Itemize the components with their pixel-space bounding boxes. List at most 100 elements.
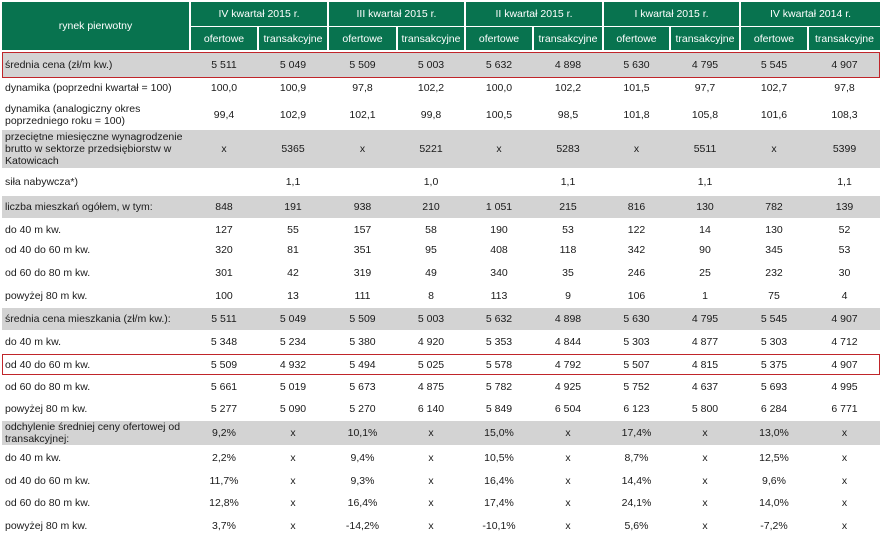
transaction-value-cell: 102,2 — [554, 82, 582, 94]
quarter-header: IV kwartał 2014 r. — [741, 2, 880, 26]
row-label: średnia cena (zł/m kw.) — [5, 59, 113, 71]
transaction-value-cell: 1,1 — [285, 176, 301, 188]
transaction-value-cell: 90 — [699, 244, 711, 256]
row-label: do 40 m kw. — [5, 451, 62, 464]
offer-value-cell: 15,0% — [484, 427, 514, 439]
transaction-value-cell: x — [428, 474, 434, 487]
transaction-value-cell: 1,1 — [560, 176, 576, 188]
offer-value-cell: 232 — [765, 267, 783, 279]
transaction-value-cell: 5 019 — [279, 381, 307, 393]
transaction-value-cell: 4 925 — [554, 381, 582, 393]
table-row: dynamika (analogiczny okres poprzedniego… — [2, 100, 880, 129]
transaction-value-cell: 118 — [559, 244, 577, 256]
transaction-value-cell: 4 795 — [691, 59, 719, 71]
offer-value-cell: 190 — [490, 223, 508, 236]
transaction-value-cell: 58 — [425, 223, 437, 236]
transaction-value-cell: 42 — [287, 267, 299, 279]
table-row: przeciętne miesięczne wynagrodzenie brut… — [2, 130, 880, 168]
transaction-value-cell: 4 712 — [831, 336, 858, 348]
offer-value-cell: 408 — [490, 244, 508, 256]
offer-value-cell: 351 — [353, 244, 372, 256]
transaction-value-cell: x — [428, 497, 434, 509]
transaction-value-cell: x — [702, 519, 708, 532]
transaction-value-cell: 4 907 — [831, 313, 858, 325]
offer-value-cell: 5 630 — [623, 313, 650, 325]
transaction-value-cell: x — [702, 451, 708, 464]
transaction-value-cell: 6 140 — [417, 402, 445, 415]
table-row: średnia cena (zł/m kw.) 5 511 5 049 5 509 5 … — [2, 52, 880, 78]
subheader-offer: ofertowe — [604, 27, 669, 50]
transaction-value-cell: 53 — [562, 223, 574, 236]
transaction-value-cell: 25 — [699, 267, 711, 279]
offer-value-cell: 3,7% — [212, 519, 236, 532]
quarter-header: II kwartał 2015 r. — [466, 2, 602, 26]
transaction-value-cell: 5511 — [693, 143, 717, 155]
transaction-value-cell: 9 — [565, 290, 571, 302]
offer-value-cell: 5 509 — [349, 313, 376, 325]
offer-value-cell: 11,7% — [209, 474, 239, 487]
transaction-value-cell: 108,3 — [831, 108, 858, 121]
offer-value-cell: 9,6% — [762, 474, 786, 487]
transaction-value-cell: 6 504 — [554, 402, 582, 415]
transaction-value-cell: x — [841, 519, 848, 532]
row-label: odchylenie średniej ceny ofertowej od tr… — [5, 421, 181, 445]
subheader-transaction: transakcyjne — [398, 27, 464, 50]
offer-value-cell: 130 — [765, 223, 783, 236]
transaction-value-cell: 102,2 — [417, 82, 445, 94]
transaction-value-cell: x — [702, 497, 708, 509]
offer-value-cell: 5 380 — [349, 336, 376, 348]
offer-value-cell: 14,0% — [759, 497, 789, 509]
offer-value-cell: 5 632 — [485, 313, 513, 325]
table-row: do 40 m kw. 5 348 5 234 5 380 4 920 5 353 4 84… — [2, 332, 880, 352]
transaction-value-cell: x — [841, 497, 848, 509]
table-row: powyżej 80 m kw. 100 13 111 8 113 9 106 1 75 4 — [2, 286, 880, 306]
row-label: dynamika (poprzedni kwartał = 100) — [5, 82, 172, 94]
offer-value-cell: 100 — [215, 290, 233, 302]
transaction-value-cell: x — [290, 427, 296, 439]
subheader-transaction: transakcyjne — [259, 27, 327, 50]
table-row: do 40 m kw. 127 55 157 58 190 53 122 14 130 52 — [2, 220, 880, 239]
transaction-value-cell: 97,8 — [834, 82, 855, 94]
transaction-value-cell: 4 795 — [691, 313, 719, 325]
offer-value-cell: 5 375 — [760, 358, 788, 371]
offer-value-cell: 5 673 — [349, 381, 376, 393]
transaction-value-cell: 81 — [287, 244, 299, 256]
transaction-value-cell: 13 — [287, 290, 299, 302]
transaction-value-cell: x — [428, 427, 434, 439]
table-row: średnia cena mieszkania (zł/m kw.): 5 511… — [2, 308, 880, 330]
transaction-value-cell: 5 003 — [417, 59, 445, 71]
transaction-value-cell: 1,0 — [423, 176, 439, 188]
offer-value-cell: 6 284 — [760, 402, 788, 415]
offer-value-cell: 16,4% — [484, 474, 514, 487]
offer-value-cell: 113 — [490, 290, 508, 302]
header-divider — [808, 27, 809, 50]
transaction-value-cell: 5365 — [281, 143, 305, 155]
offer-value-cell: 5 303 — [623, 336, 650, 348]
transaction-value-cell: 4 995 — [831, 381, 858, 393]
row-label: od 60 do 80 m kw. — [5, 381, 91, 393]
offer-value-cell: 24,1% — [621, 497, 652, 509]
header-divider — [190, 2, 191, 50]
offer-value-cell: 9,2% — [212, 427, 236, 439]
transaction-value-cell: 4 898 — [554, 59, 582, 71]
row-label: siła nabywcza*) — [5, 176, 78, 188]
row-label: od 60 do 80 m kw. — [5, 267, 91, 279]
offer-value-cell: 5 782 — [485, 381, 513, 393]
transaction-value-cell: 6 771 — [831, 402, 858, 415]
subheader-offer: ofertowe — [466, 27, 532, 50]
offer-value-cell: 100,0 — [210, 82, 238, 94]
transaction-value-cell: 95 — [425, 244, 437, 256]
offer-value-cell: 101,8 — [623, 108, 650, 121]
transaction-value-cell: x — [841, 474, 848, 487]
transaction-value-cell: 52 — [838, 223, 851, 236]
transaction-value-cell: 191 — [284, 201, 302, 213]
offer-value-cell: 102,7 — [760, 82, 788, 94]
table-row: powyżej 80 m kw. 3,7% x -14,2% x -10,1% x 5,6% x… — [2, 515, 880, 536]
transaction-value-cell: 4 907 — [831, 358, 858, 371]
offer-value-cell: x — [771, 143, 777, 155]
transaction-value-cell: 35 — [562, 267, 574, 279]
offer-value-cell: 106 — [627, 290, 646, 302]
offer-value-cell: 5 270 — [349, 402, 376, 415]
offer-value-cell: -14,2% — [345, 519, 380, 532]
offer-value-cell — [604, 170, 669, 194]
